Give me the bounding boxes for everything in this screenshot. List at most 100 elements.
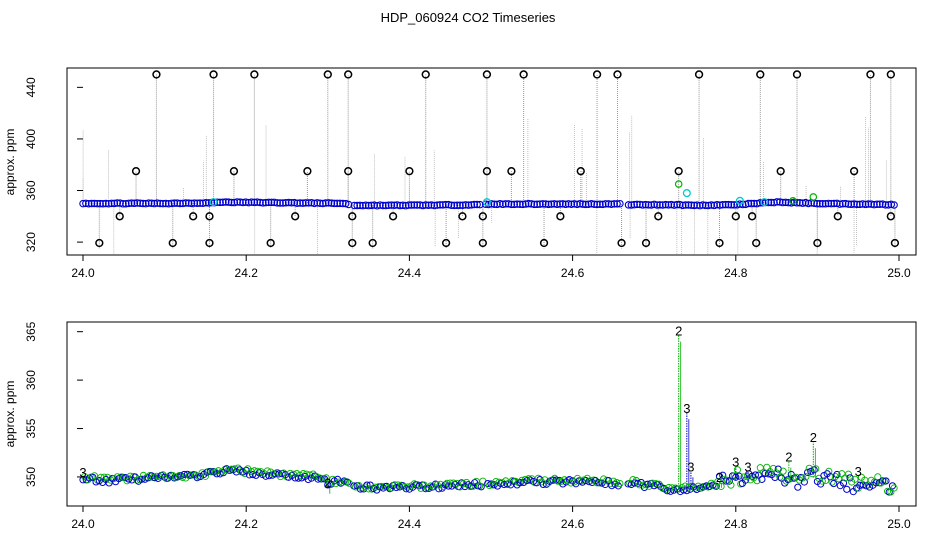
top-series-point (113, 199, 122, 207)
top-series-point (407, 201, 416, 209)
top-outlier-point (747, 212, 757, 221)
top-series-point (670, 201, 678, 209)
top-series-point (456, 201, 464, 210)
top-series-point (424, 201, 433, 209)
top-series-point (687, 201, 696, 209)
top-series-point (444, 200, 453, 209)
top-series-point (484, 200, 493, 209)
top-series-point (193, 199, 201, 207)
top-series-point (304, 199, 313, 207)
top-outlier-point (866, 70, 875, 79)
top-outlier-point (344, 70, 353, 79)
top-series-point (144, 199, 153, 207)
top-series-point (744, 199, 753, 208)
top-series-point (844, 200, 853, 208)
bottom-series2-point (799, 474, 807, 482)
top-y-tick-label: 360 (24, 180, 38, 200)
top-series-point (421, 201, 430, 209)
bottom-series3-point (764, 470, 773, 478)
bottom-series2-point (851, 475, 859, 483)
top-series-point (679, 201, 687, 210)
top-series-point (790, 198, 798, 207)
bottom-series3-point (536, 476, 544, 484)
bottom-series2-point (629, 476, 637, 484)
top-series-point (718, 200, 727, 209)
top-outlier-point (168, 238, 177, 248)
bottom-series-label: 3 (855, 464, 862, 479)
top-series-point (873, 200, 881, 209)
top-series-point (661, 200, 670, 209)
bottom-series3-point (141, 475, 149, 483)
top-series-point (804, 199, 813, 208)
top-series-point (107, 199, 116, 208)
top-series-point (142, 199, 150, 208)
bottom-series2-point (567, 479, 575, 487)
top-series-point (239, 198, 247, 207)
bottom-series3-point (539, 480, 547, 489)
bottom-series2-point (733, 466, 741, 474)
bottom-series3-point (464, 481, 472, 489)
bottom-x-tick-label: 25.0 (887, 517, 911, 531)
bottom-series-label: 3 (687, 459, 694, 474)
top-series-point (730, 201, 738, 209)
top-series-point (327, 199, 336, 207)
top-outlier-point (209, 70, 218, 79)
top-series-point (476, 200, 484, 209)
top-series-point (887, 200, 895, 209)
top-outlier-point (654, 212, 663, 221)
bottom-series2-point (404, 483, 412, 491)
top-outlier-point (613, 70, 622, 79)
top-series-point (884, 201, 893, 209)
top-series-point (284, 198, 293, 207)
top-series-point (190, 199, 199, 207)
top-series-point (262, 198, 270, 207)
top-outlier-point (421, 70, 430, 79)
top-series-point (282, 198, 290, 207)
bottom-series2-point (769, 464, 777, 473)
top-outlier-point (368, 238, 377, 248)
bottom-series3-point (774, 465, 782, 473)
bottom-axis-ticks: 24.0 24.2 24.4 24.6 24.8 25.0 350 355 360 365 (24, 321, 911, 531)
top-series-point (470, 200, 479, 209)
top-series-point (519, 200, 527, 209)
top-series-point (159, 199, 167, 208)
top-series-point (573, 200, 581, 209)
bottom-series2-point (254, 467, 262, 475)
top-series-point (236, 198, 244, 206)
top-series-point (330, 199, 339, 208)
top-outlier-point (833, 212, 842, 221)
top-series-point (124, 199, 133, 208)
top-series-point (419, 201, 427, 210)
top-series-point (890, 201, 898, 209)
top-series-point (787, 199, 796, 207)
top-outlier-point (715, 238, 724, 248)
bottom-series3-point (800, 478, 808, 486)
top-outlier-point (592, 70, 602, 79)
top-series-point (867, 200, 876, 208)
top-series-point (590, 200, 598, 209)
top-series-point (861, 200, 870, 209)
top-series-point (130, 199, 139, 208)
top-series-point (507, 200, 516, 209)
top-series-point (102, 199, 110, 208)
bottom-series3-point (859, 481, 867, 489)
top-series-point (539, 200, 547, 208)
top-series-point (553, 200, 561, 209)
top-plot-frame (66, 67, 917, 256)
top-series-point (116, 199, 124, 207)
top-x-tick-label: 24.2 (235, 266, 259, 280)
top-series-point (616, 199, 624, 208)
top-series-point (276, 199, 284, 207)
top-series-point (219, 198, 227, 207)
top-series-point (524, 199, 533, 208)
bottom-series3-point (138, 475, 146, 483)
top-series-point (184, 199, 193, 207)
bottom-series2-point (123, 477, 131, 485)
bottom-series3-point (298, 474, 306, 482)
top-series-point (556, 200, 564, 208)
top-series-point (716, 201, 724, 209)
top-series-point (659, 201, 667, 209)
bottom-series2-point (776, 473, 784, 481)
top-series-point (364, 201, 373, 210)
top-series-point (259, 199, 267, 207)
